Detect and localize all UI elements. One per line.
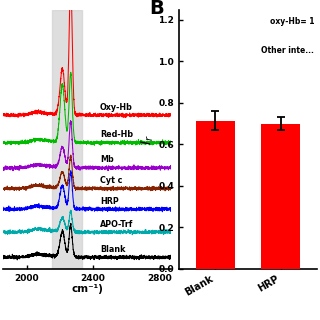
Text: B: B — [149, 0, 164, 18]
Text: Cyt c: Cyt c — [100, 176, 122, 185]
Text: Red-Hb: Red-Hb — [100, 130, 133, 139]
Bar — [261, 124, 300, 269]
Text: Mb: Mb — [100, 155, 114, 164]
Text: Oxy-Hb: Oxy-Hb — [100, 103, 133, 112]
Text: Other inte...: Other inte... — [261, 46, 314, 55]
Bar — [196, 121, 235, 269]
Text: Blank: Blank — [100, 245, 125, 254]
Text: HRP: HRP — [100, 196, 119, 206]
Text: APO-Trf: APO-Trf — [100, 220, 133, 228]
Bar — [52, 10, 82, 269]
Y-axis label: $I_r$: $I_r$ — [139, 134, 156, 145]
Text: oxy-Hb= 1: oxy-Hb= 1 — [269, 17, 314, 26]
X-axis label: cm⁻¹): cm⁻¹) — [71, 284, 103, 294]
